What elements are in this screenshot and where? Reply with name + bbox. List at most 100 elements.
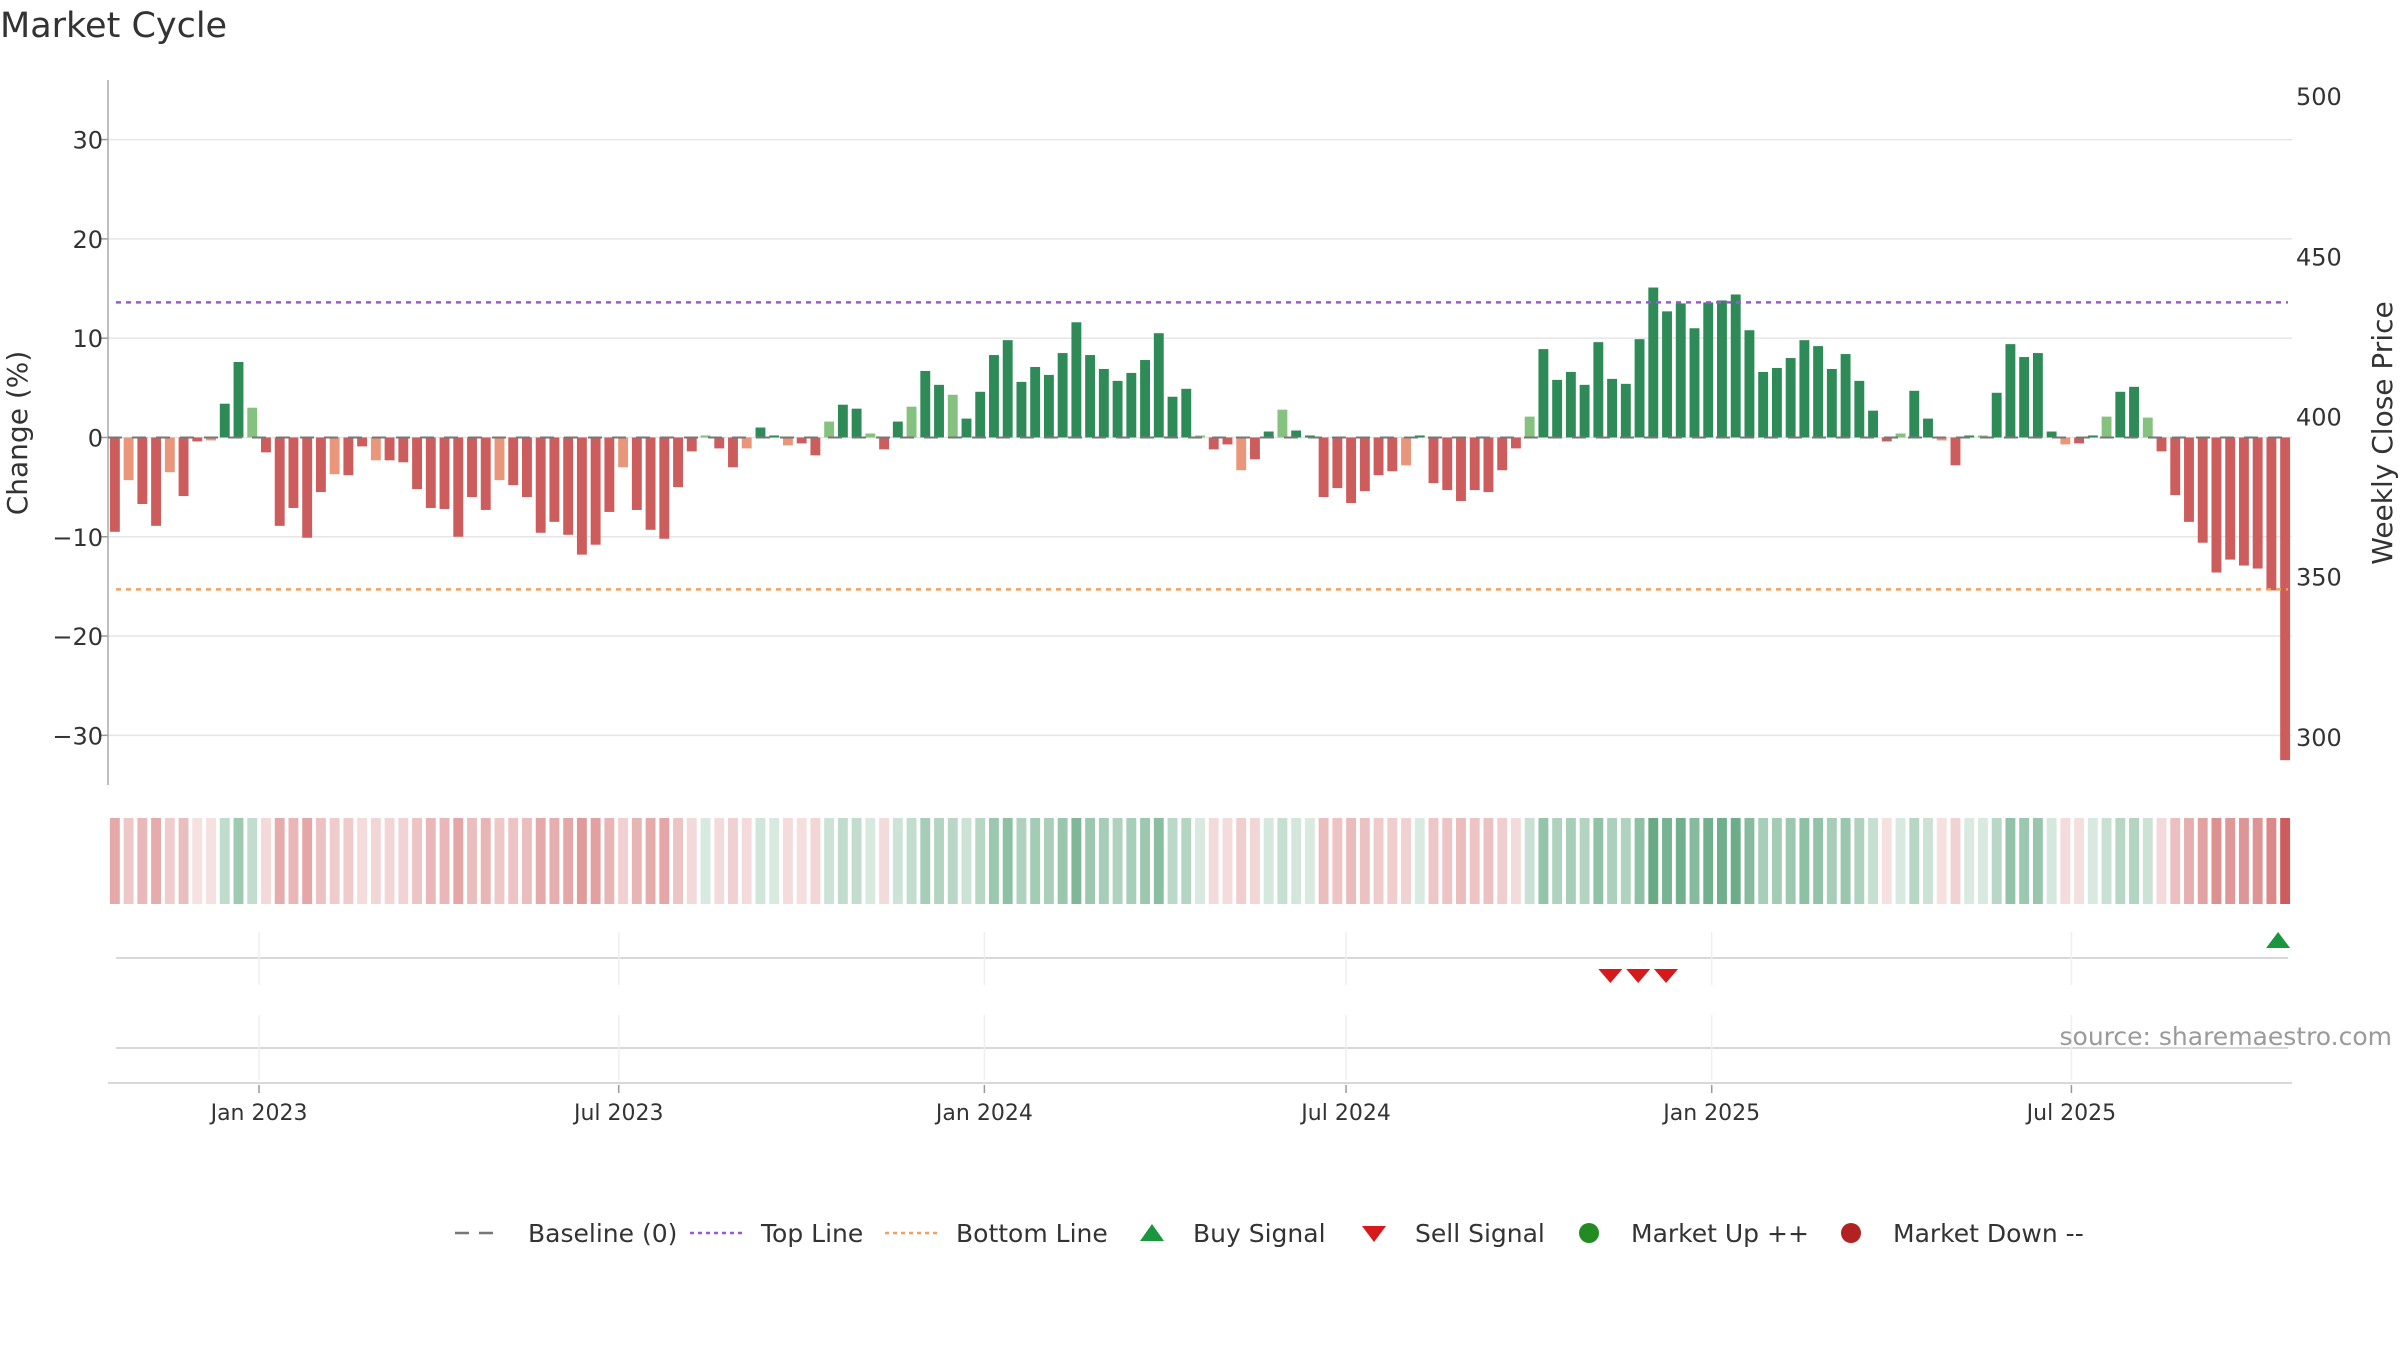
heat-cell: [1277, 818, 1288, 904]
heat-cell: [686, 818, 697, 904]
change-bars: [109, 287, 2291, 761]
heat-cell: [961, 818, 972, 904]
change-bar: [1675, 303, 1686, 438]
change-bar: [1167, 396, 1178, 438]
change-bar: [1249, 437, 1260, 460]
legend-swatch: [1362, 1226, 1386, 1242]
change-bar: [1510, 437, 1521, 449]
heat-cell: [631, 818, 642, 904]
heat-cell: [1373, 818, 1384, 904]
heat-cell: [1565, 818, 1576, 904]
heat-cell: [1552, 818, 1563, 904]
change-bar: [1950, 437, 1961, 466]
heat-cell: [947, 818, 958, 904]
heat-cell: [1991, 818, 2002, 904]
heat-cell: [2046, 818, 2057, 904]
y2-tick-label: 450: [2296, 243, 2342, 271]
heat-cell: [1497, 818, 1508, 904]
heat-cell: [425, 818, 436, 904]
change-bar: [645, 437, 656, 530]
change-bar: [123, 437, 134, 481]
legend-label: Top Line: [760, 1219, 863, 1248]
heat-cell: [1964, 818, 1975, 904]
heat-cell: [1607, 818, 1618, 904]
change-bar: [796, 437, 807, 444]
heat-cell: [1675, 818, 1686, 904]
heat-cell: [480, 818, 491, 904]
change-bar: [1373, 437, 1384, 476]
change-bar: [247, 407, 258, 438]
heat-cell: [1758, 818, 1769, 904]
x-tick-label: Jan 2023: [209, 1101, 308, 1126]
heat-cell: [659, 818, 670, 904]
heat-cell: [2170, 818, 2181, 904]
change-bar: [2101, 416, 2112, 438]
change-bar: [1552, 379, 1563, 438]
y-tick-label: 20: [72, 226, 103, 254]
heat-cell: [521, 818, 532, 904]
change-bar: [1002, 340, 1013, 438]
heat-cell: [1840, 818, 1851, 904]
heat-cell: [741, 818, 752, 904]
heat-cell: [1703, 818, 1714, 904]
x-tick-label: Jan 2025: [1661, 1101, 1760, 1126]
legend-label: Baseline (0): [528, 1219, 677, 1248]
heat-cell: [769, 818, 780, 904]
change-bar: [508, 437, 519, 486]
change-bar: [947, 394, 958, 438]
change-bar: [2170, 437, 2181, 496]
buy-signal-marker: [2266, 932, 2291, 948]
heat-cell: [865, 818, 876, 904]
y-tick-label: −30: [52, 722, 103, 750]
change-bar: [700, 435, 711, 438]
heat-cell: [989, 818, 999, 904]
heat-cell: [2074, 818, 2085, 904]
heat-cell: [2142, 818, 2153, 904]
heat-cell: [1648, 818, 1659, 904]
heat-cell: [975, 818, 986, 904]
y2-axis-label: Weekly Close Price: [2366, 301, 2399, 564]
change-bar: [879, 437, 890, 450]
change-bar: [1208, 437, 1219, 450]
change-bar: [412, 437, 423, 490]
change-bar: [192, 437, 203, 442]
change-bar: [1744, 330, 1755, 438]
change-bar: [315, 437, 326, 493]
heat-cell: [2101, 818, 2112, 904]
change-bar: [535, 437, 546, 533]
heat-cell: [1098, 818, 1109, 904]
heat-cell: [1140, 818, 1151, 904]
legend-label: Buy Signal: [1193, 1219, 1326, 1248]
change-bar: [549, 437, 560, 522]
change-bar: [824, 421, 835, 438]
heat-cell: [1744, 818, 1755, 904]
legend-label: Bottom Line: [956, 1219, 1108, 1248]
change-bar: [1263, 431, 1274, 438]
heat-cell: [618, 818, 629, 904]
change-bar: [1593, 342, 1604, 438]
change-bar: [302, 437, 313, 538]
change-bar: [2225, 437, 2236, 560]
heat-cell: [1236, 818, 1247, 904]
heat-cell: [2266, 818, 2277, 904]
change-bar: [1112, 380, 1123, 438]
change-bar: [686, 437, 697, 452]
change-bar: [865, 433, 876, 438]
heat-cell: [1634, 818, 1645, 904]
heat-cell: [1085, 818, 1096, 904]
legend-label: Market Down --: [1893, 1219, 2084, 1248]
heat-cell: [412, 818, 423, 904]
change-bar: [1469, 437, 1480, 491]
change-bar: [1648, 287, 1659, 438]
change-bar: [109, 437, 120, 532]
change-bar: [1043, 374, 1054, 438]
heat-cell: [1401, 818, 1411, 904]
heat-cell: [357, 818, 368, 904]
heat-cell: [1332, 818, 1343, 904]
change-bar: [343, 437, 354, 476]
change-bar: [618, 437, 629, 468]
heat-cell: [1414, 818, 1425, 904]
change-bar: [2046, 431, 2057, 438]
change-bar: [1483, 437, 1494, 493]
change-bar: [1126, 372, 1137, 438]
